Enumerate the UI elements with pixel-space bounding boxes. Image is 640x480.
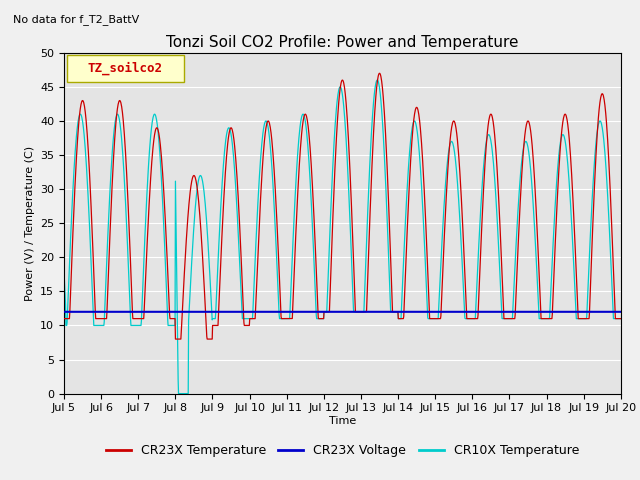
- Legend: CR23X Temperature, CR23X Voltage, CR10X Temperature: CR23X Temperature, CR23X Voltage, CR10X …: [100, 439, 584, 462]
- Text: TZ_soilco2: TZ_soilco2: [88, 61, 163, 75]
- Text: No data for f_T2_BattV: No data for f_T2_BattV: [13, 14, 139, 25]
- FancyBboxPatch shape: [67, 55, 184, 82]
- Title: Tonzi Soil CO2 Profile: Power and Temperature: Tonzi Soil CO2 Profile: Power and Temper…: [166, 35, 518, 50]
- X-axis label: Time: Time: [329, 416, 356, 426]
- Y-axis label: Power (V) / Temperature (C): Power (V) / Temperature (C): [24, 145, 35, 301]
